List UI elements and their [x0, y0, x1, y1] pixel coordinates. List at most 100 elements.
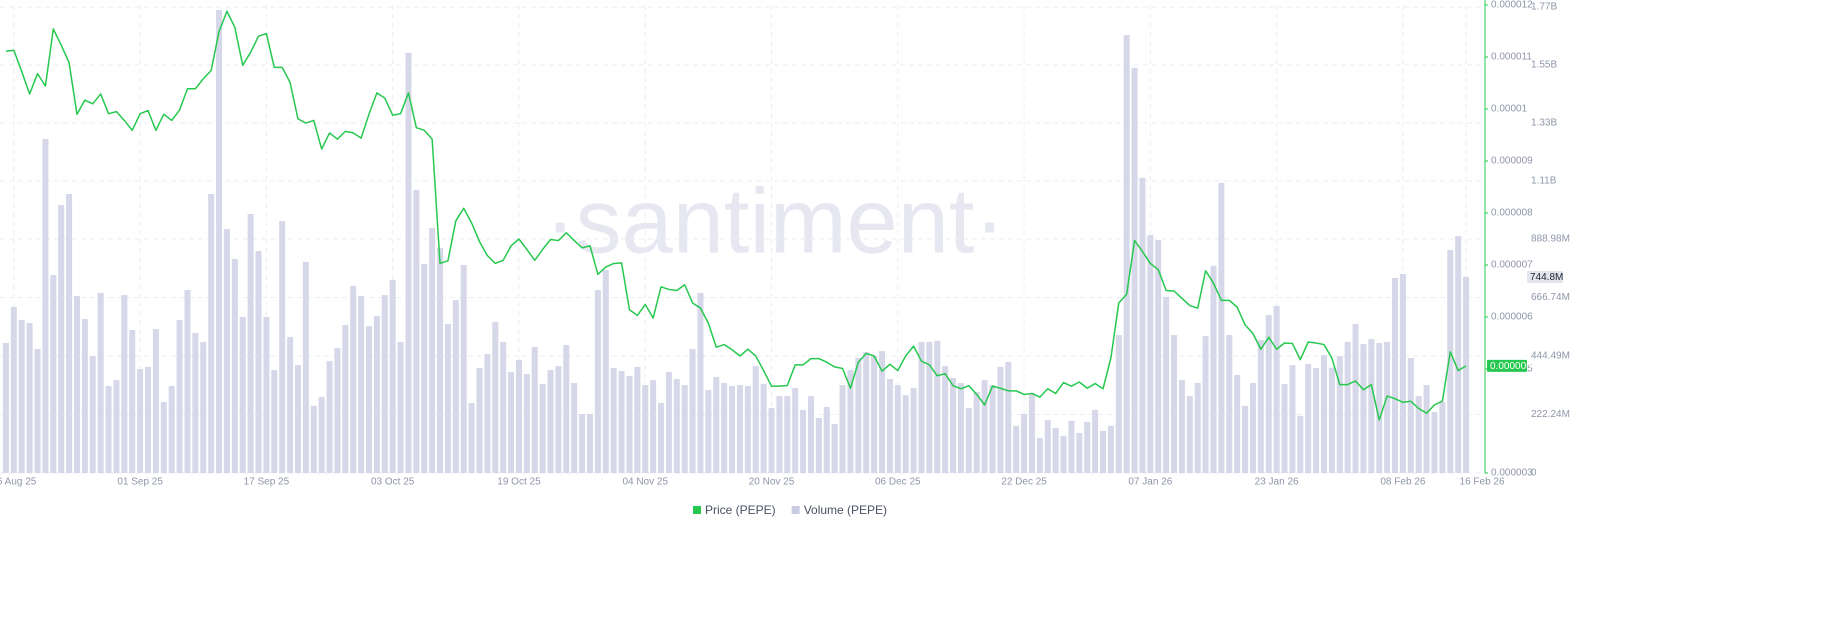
volume-bar [768, 407, 775, 473]
volume-bar [105, 385, 112, 473]
volume-bar [1447, 250, 1454, 473]
volume-bar [1265, 315, 1272, 473]
volume-bar [855, 357, 862, 473]
volume-bar [752, 366, 759, 473]
price-line [5, 10, 1467, 421]
volume-bar [610, 367, 617, 473]
volume-bar [121, 295, 128, 473]
volume-bar [192, 332, 199, 473]
legend-label: Price (PEPE) [705, 503, 776, 517]
legend-swatch [693, 506, 701, 514]
volume-bar [366, 326, 372, 473]
volume-bar [626, 375, 633, 473]
volume-bar [358, 295, 365, 473]
volume-bar [523, 374, 530, 473]
volume-bar [342, 325, 349, 473]
volume-bar [665, 371, 672, 473]
volume-bar [389, 280, 396, 473]
volume-bar [547, 370, 554, 473]
volume-bar [334, 347, 341, 473]
volume-bar [294, 365, 301, 473]
volume-bar [1376, 342, 1383, 473]
volume-bar [373, 316, 380, 473]
volume-bar [1297, 415, 1304, 473]
volume-bar [902, 395, 909, 473]
volume-bar [555, 366, 562, 473]
volume-bar [1242, 405, 1249, 473]
volume-bar [89, 356, 96, 473]
volume-bar [1163, 296, 1170, 473]
y-tick-label: 0.000007 [1491, 260, 1533, 271]
volume-bar [1210, 265, 1217, 473]
volume-bar [942, 366, 949, 473]
value-tag-label: 0.000005 [1490, 361, 1532, 372]
volume-bar [1139, 177, 1146, 473]
volume-bar [1021, 414, 1028, 473]
volume-bar [618, 371, 625, 473]
volume-bar [807, 396, 814, 473]
volume-bar [918, 341, 925, 473]
volume-bar [792, 387, 799, 473]
volume-bar [1076, 432, 1083, 473]
volume-bar [1344, 341, 1351, 473]
volume-bar [650, 380, 657, 473]
volume-bar [957, 382, 964, 473]
volume-bar [1123, 34, 1130, 474]
y2-tick-label: 1.33B [1531, 118, 1557, 129]
volume-bar [1186, 396, 1193, 473]
volume-bar [697, 292, 704, 473]
volume-bar [1115, 335, 1122, 473]
volume-bar [231, 258, 238, 473]
volume-bar [800, 409, 807, 473]
volume-bar [831, 424, 838, 473]
volume-bar [1171, 335, 1178, 473]
volume-bar [894, 385, 901, 473]
x-tick-label: 17 Sep 25 [244, 477, 290, 488]
volume-bar [223, 228, 230, 473]
volume-bar [934, 340, 941, 473]
y2-tick-label: 1.11B [1531, 175, 1557, 186]
y-tick-label: 0.000003 [1491, 468, 1533, 479]
x-tick-label: 01 Sep 25 [117, 477, 163, 488]
y-tick-label: 0.00001 [1491, 104, 1528, 115]
volume-bar [886, 379, 893, 473]
volume-bar [1399, 273, 1406, 473]
y-tick-label: 0.000012 [1491, 0, 1533, 11]
volume-bar [713, 376, 720, 473]
volume-bar [302, 261, 309, 473]
x-tick-label: 16 Aug 25 [0, 477, 37, 488]
volume-bar [326, 361, 333, 473]
volume-bar [744, 385, 751, 473]
volume-bar [879, 351, 886, 473]
x-tick-label: 06 Dec 25 [875, 477, 921, 488]
volume-bar [1423, 385, 1430, 473]
volume-bar [405, 52, 412, 474]
volume-bar [1439, 401, 1446, 473]
volume-bar [1368, 339, 1375, 473]
volume-bar [847, 370, 854, 473]
volume-bar [1028, 392, 1035, 473]
volume-bar [594, 290, 601, 473]
volume-bar [997, 366, 1004, 473]
volume-bar [452, 300, 459, 473]
volume-bar [287, 336, 294, 473]
x-tick-label: 22 Dec 25 [1001, 477, 1047, 488]
volume-bar [2, 342, 9, 473]
volume-bar [1092, 409, 1099, 473]
volume-bar [681, 385, 688, 473]
volume-bar [1100, 430, 1106, 473]
value-tag-label: 744.8M [1530, 272, 1563, 283]
volume-bar [160, 401, 167, 473]
volume-bar [1384, 341, 1391, 473]
volume-bar [1036, 437, 1043, 473]
volume-bar [176, 320, 183, 473]
volume-bar [208, 193, 215, 473]
y2-tick-label: 666.74M [1531, 292, 1570, 303]
volume-bar [1431, 411, 1438, 473]
y2-tick-label: 444.49M [1531, 351, 1570, 362]
volume-bar [508, 371, 515, 473]
x-tick-label: 23 Jan 26 [1255, 477, 1299, 488]
volume-bar [81, 319, 88, 473]
volume-bar [950, 377, 957, 473]
volume-bar [468, 402, 475, 473]
